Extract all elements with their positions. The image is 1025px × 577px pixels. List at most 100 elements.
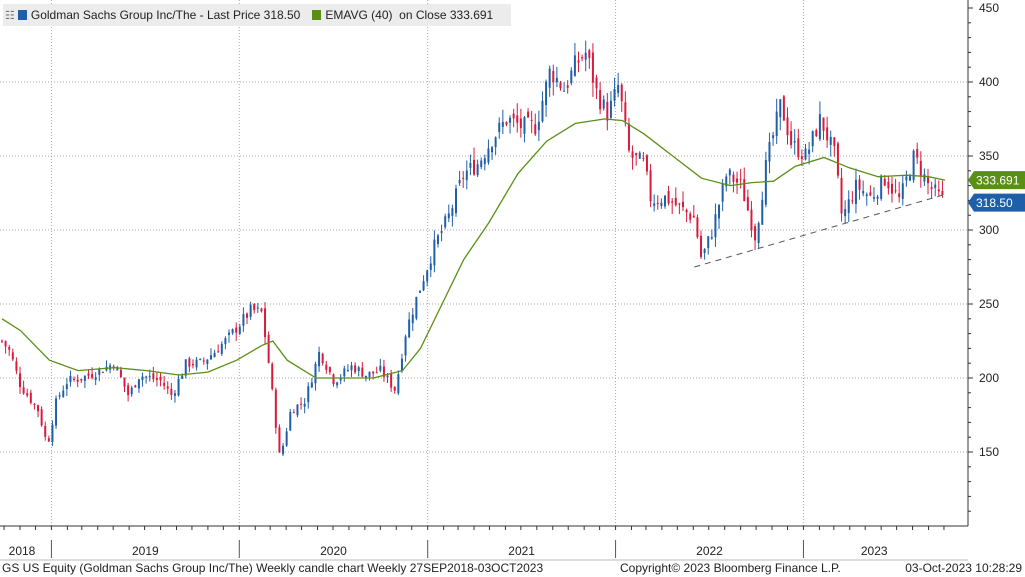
x-tick-label: 2022 <box>696 544 723 558</box>
candle-body <box>667 190 670 204</box>
candle-body <box>836 143 839 176</box>
candle-body <box>656 202 659 204</box>
candle-body <box>354 365 357 373</box>
candle-body <box>282 445 285 455</box>
candle-body <box>4 341 7 347</box>
candle-body <box>433 239 436 266</box>
candle-body <box>336 382 339 386</box>
candle-body <box>541 100 544 122</box>
candle-body <box>685 209 688 213</box>
candle-body <box>689 213 692 220</box>
candle-body <box>833 137 836 146</box>
candle-body <box>274 389 277 428</box>
candle-body <box>797 138 800 158</box>
candle-body <box>235 327 238 333</box>
candle-body <box>361 367 364 377</box>
candle-body <box>681 201 684 208</box>
candle-body <box>559 82 562 89</box>
legend-item-ema: EMAVG (40) on Close 333.691 <box>312 8 493 22</box>
candle-body <box>116 367 119 371</box>
candle-body <box>588 50 591 58</box>
candle-body <box>249 304 252 317</box>
candle-body <box>227 332 230 335</box>
candle-body <box>206 359 209 364</box>
candle-body <box>599 90 602 110</box>
candle-body <box>325 364 328 370</box>
candle-body <box>732 174 735 182</box>
candle-body <box>375 372 378 374</box>
candle-body <box>624 102 627 121</box>
candle-body <box>548 68 551 88</box>
candle-body <box>386 375 389 378</box>
candle-body <box>73 378 76 380</box>
last-price-tag <box>968 193 1025 212</box>
candle-body <box>898 193 901 198</box>
candle-body <box>829 136 832 145</box>
last-price-swatch <box>17 10 27 20</box>
legend-last-price-label: Goldman Sachs Group Inc/The - Last Price… <box>30 8 301 22</box>
ema-swatch <box>312 10 322 20</box>
last-price-tag-label: 318.50 <box>976 196 1013 210</box>
y-tick-label: 200 <box>979 371 999 385</box>
candle-body <box>696 217 699 238</box>
candle-body <box>462 177 465 179</box>
candle-body <box>919 160 922 177</box>
candle-body <box>865 194 868 197</box>
candle-body <box>195 359 198 368</box>
footer-timestamp: 03-Oct-2023 10:28:29 <box>905 561 1022 575</box>
y-tick-label: 150 <box>979 445 999 459</box>
candle-body <box>483 158 486 165</box>
candle-body <box>674 197 677 206</box>
candle-body <box>570 70 573 84</box>
candle-body <box>145 376 148 378</box>
candle-body <box>923 174 926 182</box>
candle-body <box>844 209 847 217</box>
candle-body <box>422 281 425 291</box>
candle-body <box>519 118 522 129</box>
legend-item-last-price: Goldman Sachs Group Inc/The - Last Price… <box>17 8 301 22</box>
candle-body <box>415 296 418 319</box>
candle-body <box>188 358 191 367</box>
legend-settings-icon[interactable]: ☷ <box>5 9 15 22</box>
candle-body <box>505 122 508 125</box>
candle-body <box>908 176 911 181</box>
candle-body <box>98 369 101 375</box>
candle-body <box>76 379 79 382</box>
candle-body <box>11 352 14 360</box>
candle-body <box>890 183 893 194</box>
candle-body <box>364 375 367 379</box>
candle-body <box>328 367 331 373</box>
x-tick-label: 2020 <box>320 544 347 558</box>
candle-body <box>916 148 919 158</box>
candle-body <box>285 431 288 446</box>
candle-body <box>87 373 90 376</box>
candle-body <box>260 308 263 312</box>
candle-body <box>761 199 764 225</box>
candle-body <box>400 358 403 371</box>
y-tick-label: 450 <box>979 1 999 15</box>
candle-body <box>883 178 886 186</box>
candle-body <box>552 70 555 83</box>
candle-body <box>768 141 771 162</box>
candle-body <box>155 378 158 380</box>
candle-body <box>563 90 566 92</box>
candle-body <box>800 156 803 160</box>
candle-body <box>714 214 717 238</box>
candle-body <box>346 369 349 371</box>
y-tick-label: 350 <box>979 149 999 163</box>
candle-body <box>184 359 187 376</box>
candle-body <box>19 373 22 388</box>
candle-body <box>736 178 739 183</box>
candle-body <box>404 336 407 356</box>
candle-body <box>862 191 865 194</box>
ema-value-tag-label: 333.691 <box>976 174 1020 188</box>
candle-body <box>458 179 461 184</box>
candle-body <box>278 427 281 453</box>
candle-body <box>408 319 411 338</box>
candle-body <box>912 150 915 181</box>
candle-body <box>465 170 468 181</box>
candle-body <box>65 384 68 390</box>
candle-body <box>487 148 490 163</box>
candle-body <box>826 127 829 141</box>
